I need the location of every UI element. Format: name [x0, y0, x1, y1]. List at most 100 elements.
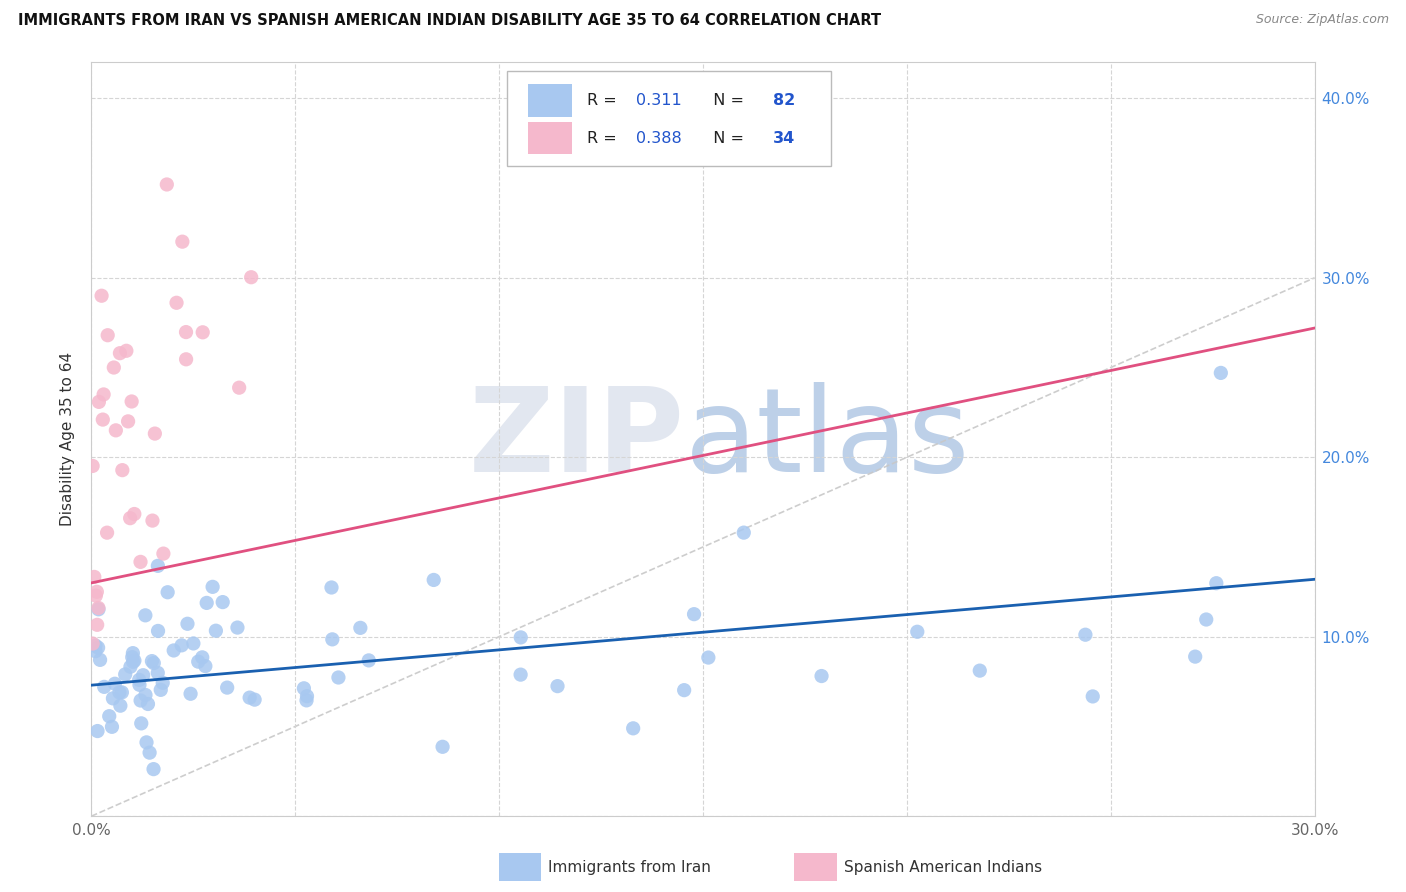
Point	[683, 607, 706, 622]
Text: 34: 34	[773, 131, 794, 146]
Text: N =: N =	[703, 94, 749, 109]
Point	[96, 525, 118, 540]
Point	[114, 667, 136, 681]
Point	[138, 746, 160, 760]
Point	[142, 656, 165, 670]
Point	[152, 675, 174, 690]
FancyBboxPatch shape	[529, 85, 572, 117]
Point	[87, 640, 110, 655]
Point	[211, 595, 233, 609]
Point	[134, 688, 156, 702]
Point	[432, 739, 454, 754]
FancyBboxPatch shape	[529, 122, 572, 154]
Text: Source: ZipAtlas.com: Source: ZipAtlas.com	[1256, 13, 1389, 27]
Point	[84, 639, 107, 653]
Text: N =: N =	[703, 131, 749, 146]
Point	[1205, 576, 1227, 591]
Point	[1195, 613, 1218, 627]
Point	[149, 682, 172, 697]
Point	[121, 394, 143, 409]
Point	[1081, 690, 1104, 704]
Point	[187, 655, 209, 669]
Point	[226, 621, 249, 635]
Point	[509, 631, 531, 645]
Point	[349, 621, 371, 635]
Point	[194, 659, 217, 673]
Point	[120, 659, 142, 673]
Point	[89, 653, 111, 667]
Point	[172, 235, 194, 249]
Point	[295, 689, 318, 703]
Point	[239, 690, 262, 705]
Point	[174, 325, 197, 339]
Point	[205, 624, 228, 638]
Point	[129, 716, 152, 731]
Point	[156, 178, 179, 192]
Point	[134, 608, 156, 623]
Point	[91, 412, 114, 426]
Point	[87, 601, 110, 615]
Point	[733, 525, 755, 540]
Text: R =: R =	[586, 94, 621, 109]
Point	[292, 681, 315, 696]
Point	[121, 650, 143, 665]
Point	[82, 636, 104, 650]
Point	[101, 720, 124, 734]
Point	[422, 573, 444, 587]
Point	[86, 617, 108, 632]
Text: IMMIGRANTS FROM IRAN VS SPANISH AMERICAN INDIAN DISABILITY AGE 35 TO 64 CORRELAT: IMMIGRANTS FROM IRAN VS SPANISH AMERICAN…	[18, 13, 882, 29]
Point	[673, 683, 696, 698]
Point	[810, 669, 832, 683]
Point	[93, 680, 115, 694]
Point	[321, 581, 343, 595]
Point	[697, 650, 720, 665]
Point	[143, 426, 166, 441]
Point	[142, 762, 165, 776]
Point	[136, 697, 159, 711]
Point	[295, 693, 318, 707]
Point	[124, 654, 146, 668]
Point	[166, 295, 188, 310]
Text: 0.388: 0.388	[636, 131, 682, 146]
Point	[1074, 628, 1097, 642]
Point	[128, 673, 150, 687]
Point	[174, 352, 197, 367]
Point	[228, 381, 250, 395]
Point	[328, 671, 350, 685]
Point	[87, 602, 110, 616]
Point	[243, 692, 266, 706]
Y-axis label: Disability Age 35 to 64: Disability Age 35 to 64	[60, 352, 76, 526]
Point	[108, 346, 131, 360]
Point	[128, 678, 150, 692]
Point	[621, 722, 644, 736]
Point	[108, 685, 131, 699]
Point	[93, 387, 115, 401]
Point	[183, 636, 205, 650]
Point	[97, 328, 120, 343]
Point	[176, 616, 198, 631]
Point	[84, 644, 107, 658]
Point	[191, 650, 214, 665]
Point	[547, 679, 569, 693]
Point	[240, 270, 263, 285]
Point	[201, 580, 224, 594]
Text: Immigrants from Iran: Immigrants from Iran	[548, 860, 711, 874]
Point	[180, 687, 202, 701]
Point	[146, 558, 169, 573]
Point	[120, 511, 142, 525]
Point	[132, 668, 155, 682]
Text: Spanish American Indians: Spanish American Indians	[844, 860, 1042, 874]
FancyBboxPatch shape	[508, 71, 831, 166]
Point	[86, 584, 108, 599]
Point	[509, 667, 531, 681]
Text: 82: 82	[773, 94, 794, 109]
Text: ZIP: ZIP	[468, 382, 685, 497]
Point	[124, 507, 146, 521]
Point	[104, 423, 127, 437]
Point	[86, 724, 108, 739]
Point	[1184, 649, 1206, 664]
Text: R =: R =	[586, 131, 621, 146]
Point	[135, 735, 157, 749]
Point	[122, 655, 145, 669]
Point	[357, 653, 380, 667]
